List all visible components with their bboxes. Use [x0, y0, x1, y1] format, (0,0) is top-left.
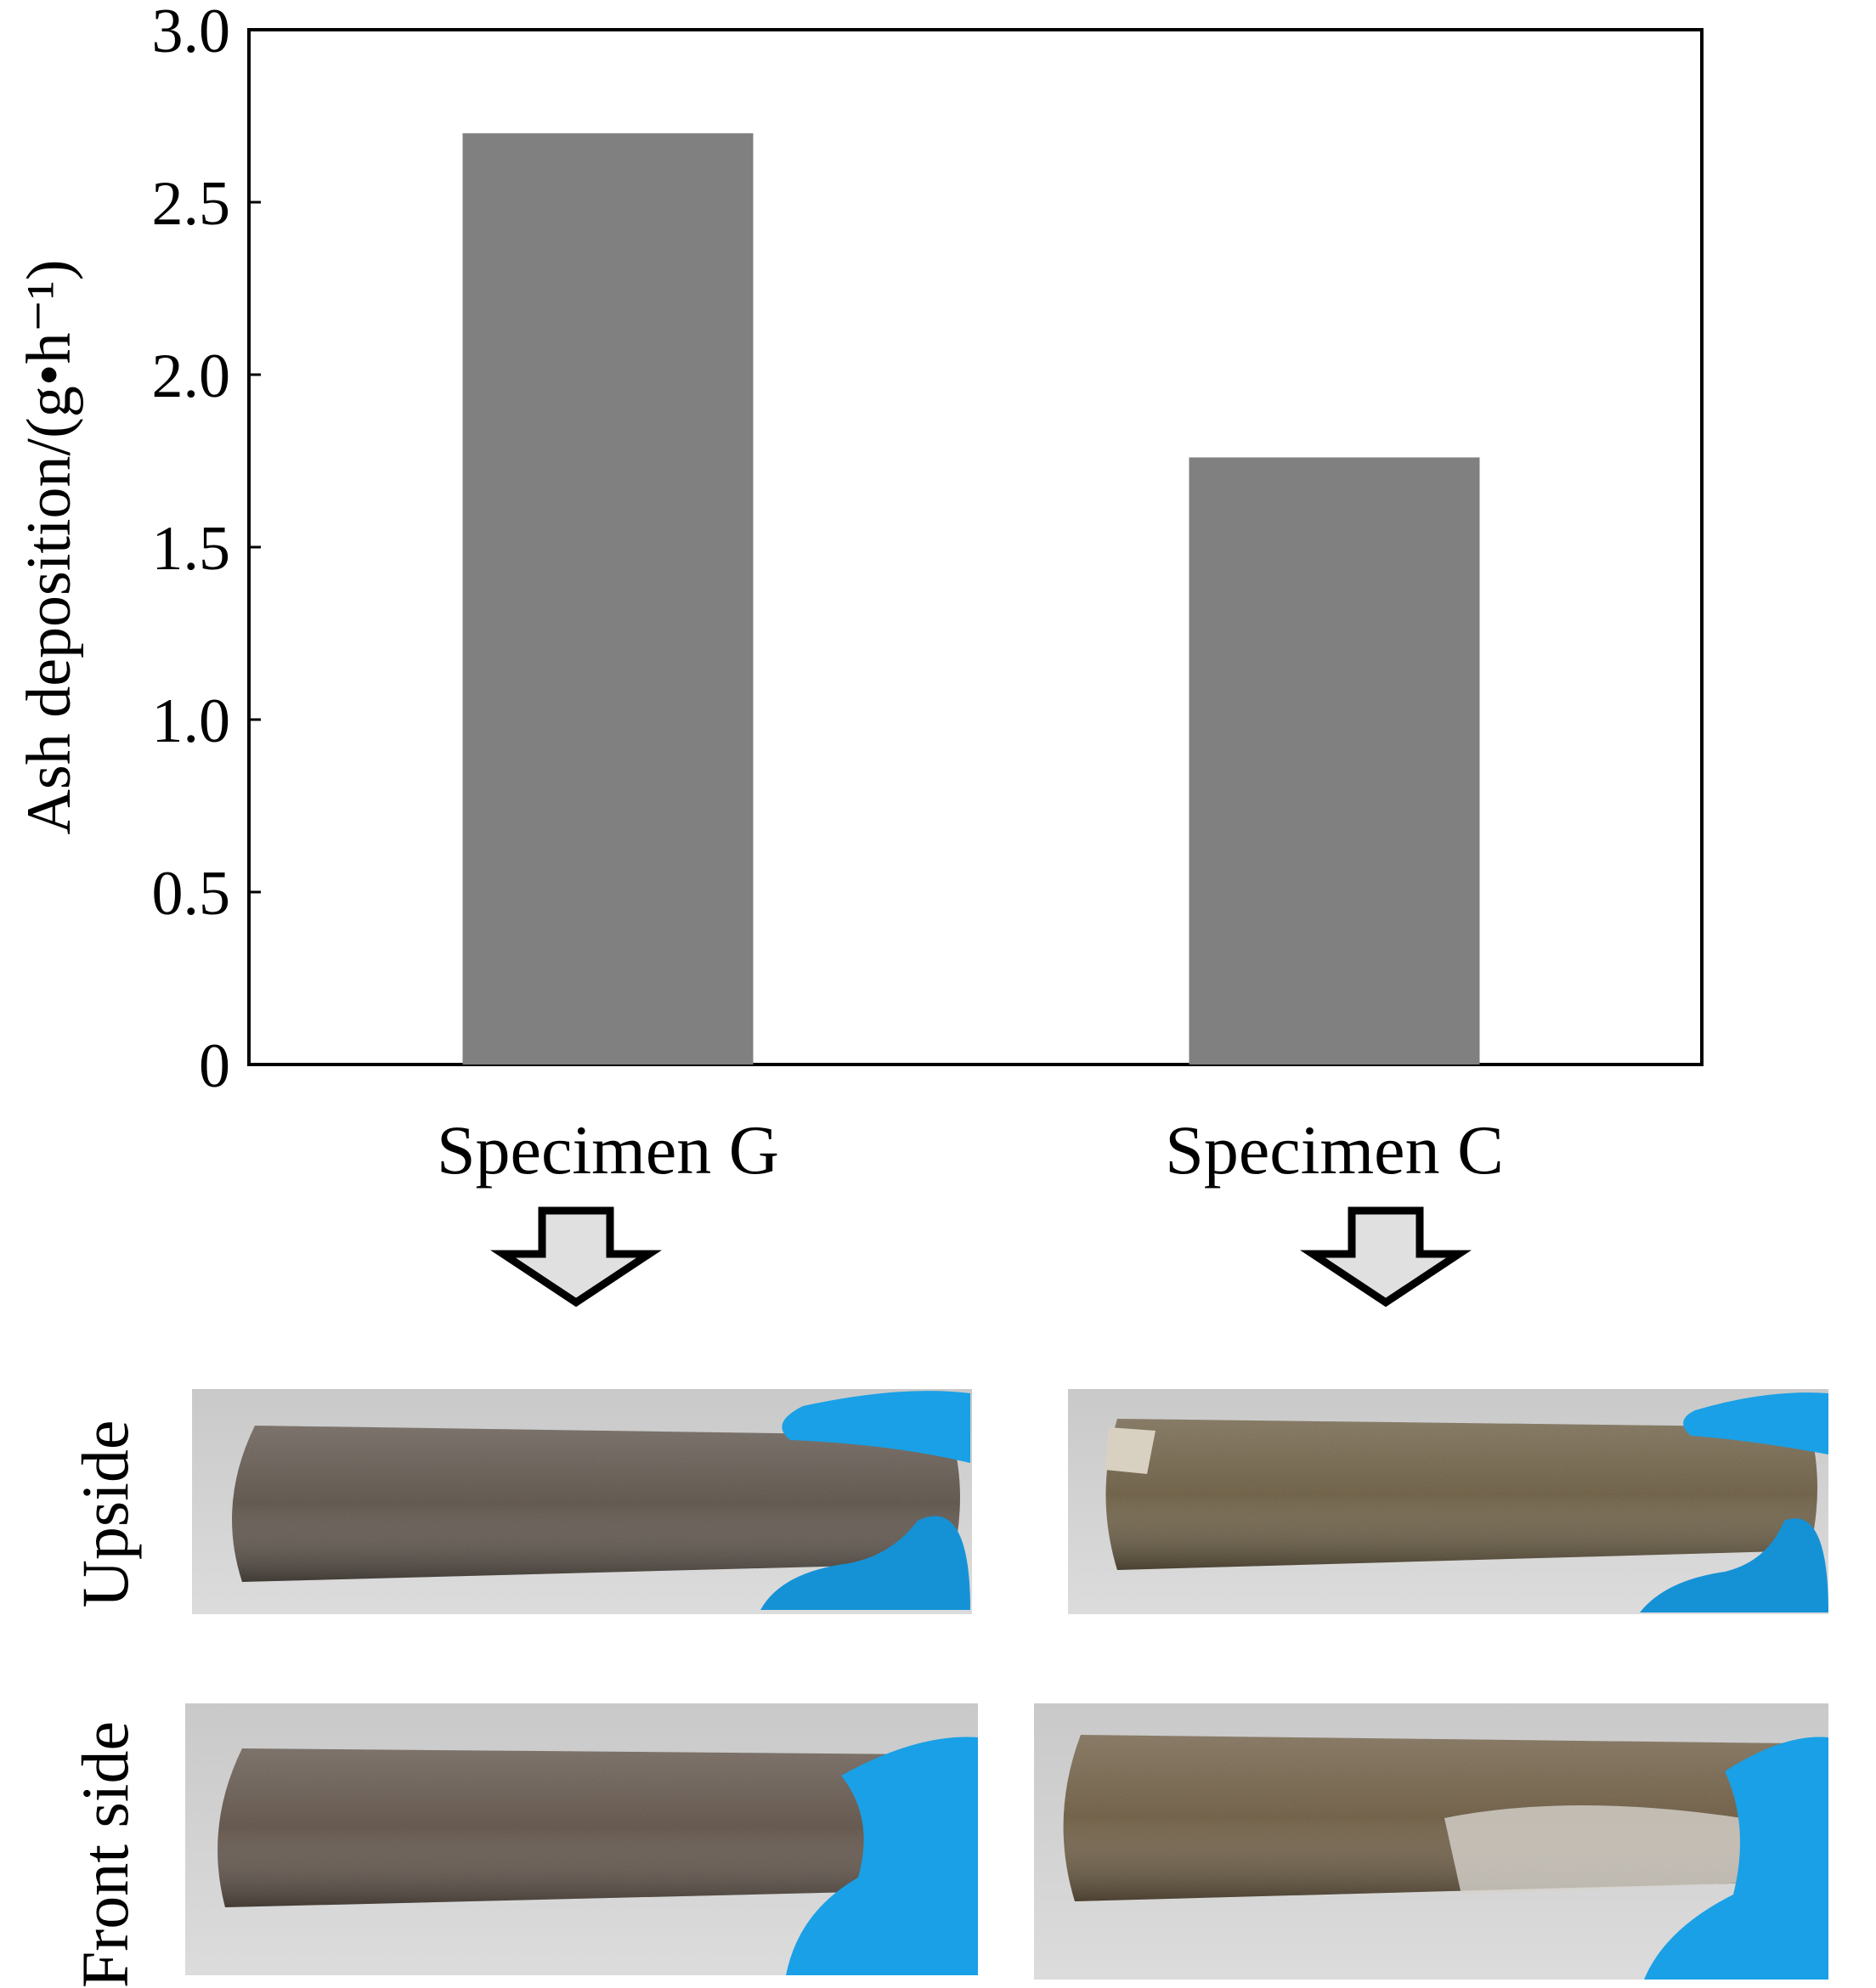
y-tick-label: 1.0: [152, 686, 231, 756]
photo-specimen-c-upside: [1068, 1389, 1828, 1614]
down-arrow-icon: [1300, 1206, 1472, 1307]
y-tick-label: 0: [199, 1031, 230, 1101]
category-label: Specimen G: [437, 1111, 779, 1189]
category-label: Specimen C: [1165, 1111, 1504, 1189]
y-tick-label: 1.5: [152, 514, 231, 584]
row-label-front-side: Front side: [68, 1721, 142, 1988]
photo-specimen-g-front-side: [185, 1703, 978, 1975]
y-tick-label: 2.5: [152, 169, 231, 239]
y-tick-label: 3.0: [152, 0, 231, 66]
bar-specimen-c: [1189, 457, 1480, 1065]
photo-specimen-c-front-side: [1034, 1703, 1828, 1980]
photo-specimen-g-upside: [192, 1389, 972, 1614]
y-tick-label: 2.0: [152, 342, 231, 411]
down-arrow-icon: [490, 1206, 662, 1307]
y-axis-label: Ash deposition/(g•h⁻¹): [14, 259, 84, 834]
bar-specimen-g: [462, 133, 754, 1065]
row-label-upside: Upside: [68, 1420, 142, 1608]
y-tick-label: 0.5: [152, 859, 231, 929]
bar-series: [462, 133, 1480, 1065]
y-axis: 0 0.5 1.0 1.5 2.0 2.5 3.0: [152, 0, 261, 1101]
x-axis: Specimen G Specimen C: [437, 1111, 1504, 1189]
